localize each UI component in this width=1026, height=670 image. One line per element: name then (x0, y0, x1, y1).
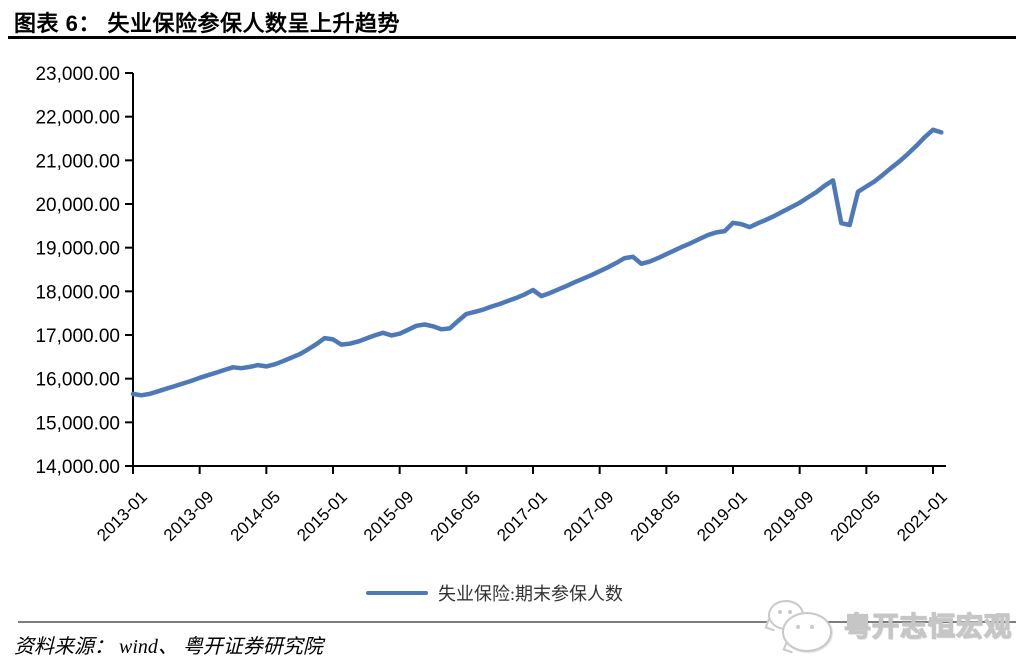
x-tick-label: 2015-01 (293, 487, 351, 545)
y-tick-label: 16,000.00 (35, 370, 120, 391)
y-tick-label: 22,000.00 (35, 108, 120, 129)
x-tick-label: 2021-01 (893, 487, 951, 545)
figure-title: 图表 6： 失业保险参保人数呈上升趋势 (14, 11, 400, 36)
chart-legend: 失业保险:期末参保人数 (366, 580, 623, 606)
footer-divider (18, 621, 1016, 623)
x-tick-label: 2013-09 (160, 487, 218, 545)
x-tick-label: 2013-01 (93, 487, 151, 545)
brand-watermark: 粤开志恒宏观 (764, 596, 1012, 654)
y-tick-label: 18,000.00 (35, 282, 120, 303)
legend-label: 失业保险:期末参保人数 (438, 584, 623, 604)
wechat-bubbles-icon (764, 596, 838, 654)
x-tick-label: 2019-09 (760, 487, 818, 545)
y-tick-label: 15,000.00 (35, 413, 120, 434)
x-tick-label: 2018-05 (627, 487, 685, 545)
x-tick-label: 2017-01 (493, 487, 551, 545)
y-tick-label: 14,000.00 (35, 457, 120, 478)
source-note: 资料来源： wind、 粤开证券研究院 (14, 636, 323, 658)
axes (132, 73, 946, 467)
y-tick-label: 20,000.00 (35, 195, 120, 216)
watermark-label: 粤开志恒宏观 (843, 611, 1012, 642)
y-tick-label: 17,000.00 (35, 326, 120, 347)
series-line (130, 127, 944, 398)
y-tick-label: 19,000.00 (35, 239, 120, 260)
x-tick-label: 2015-09 (360, 487, 418, 545)
x-tick-label: 2020-05 (827, 487, 885, 545)
x-tick-label: 2019-01 (693, 487, 751, 545)
x-tick-label: 2014-05 (227, 487, 285, 545)
legend-line-swatch (366, 591, 428, 595)
title-rule (8, 36, 1016, 39)
y-tick-label: 23,000.00 (35, 64, 120, 85)
x-tick-label: 2016-05 (427, 487, 485, 545)
speech-bubble-large (782, 612, 832, 652)
y-tick-label: 21,000.00 (35, 151, 120, 172)
x-tick-label: 2017-09 (560, 487, 618, 545)
